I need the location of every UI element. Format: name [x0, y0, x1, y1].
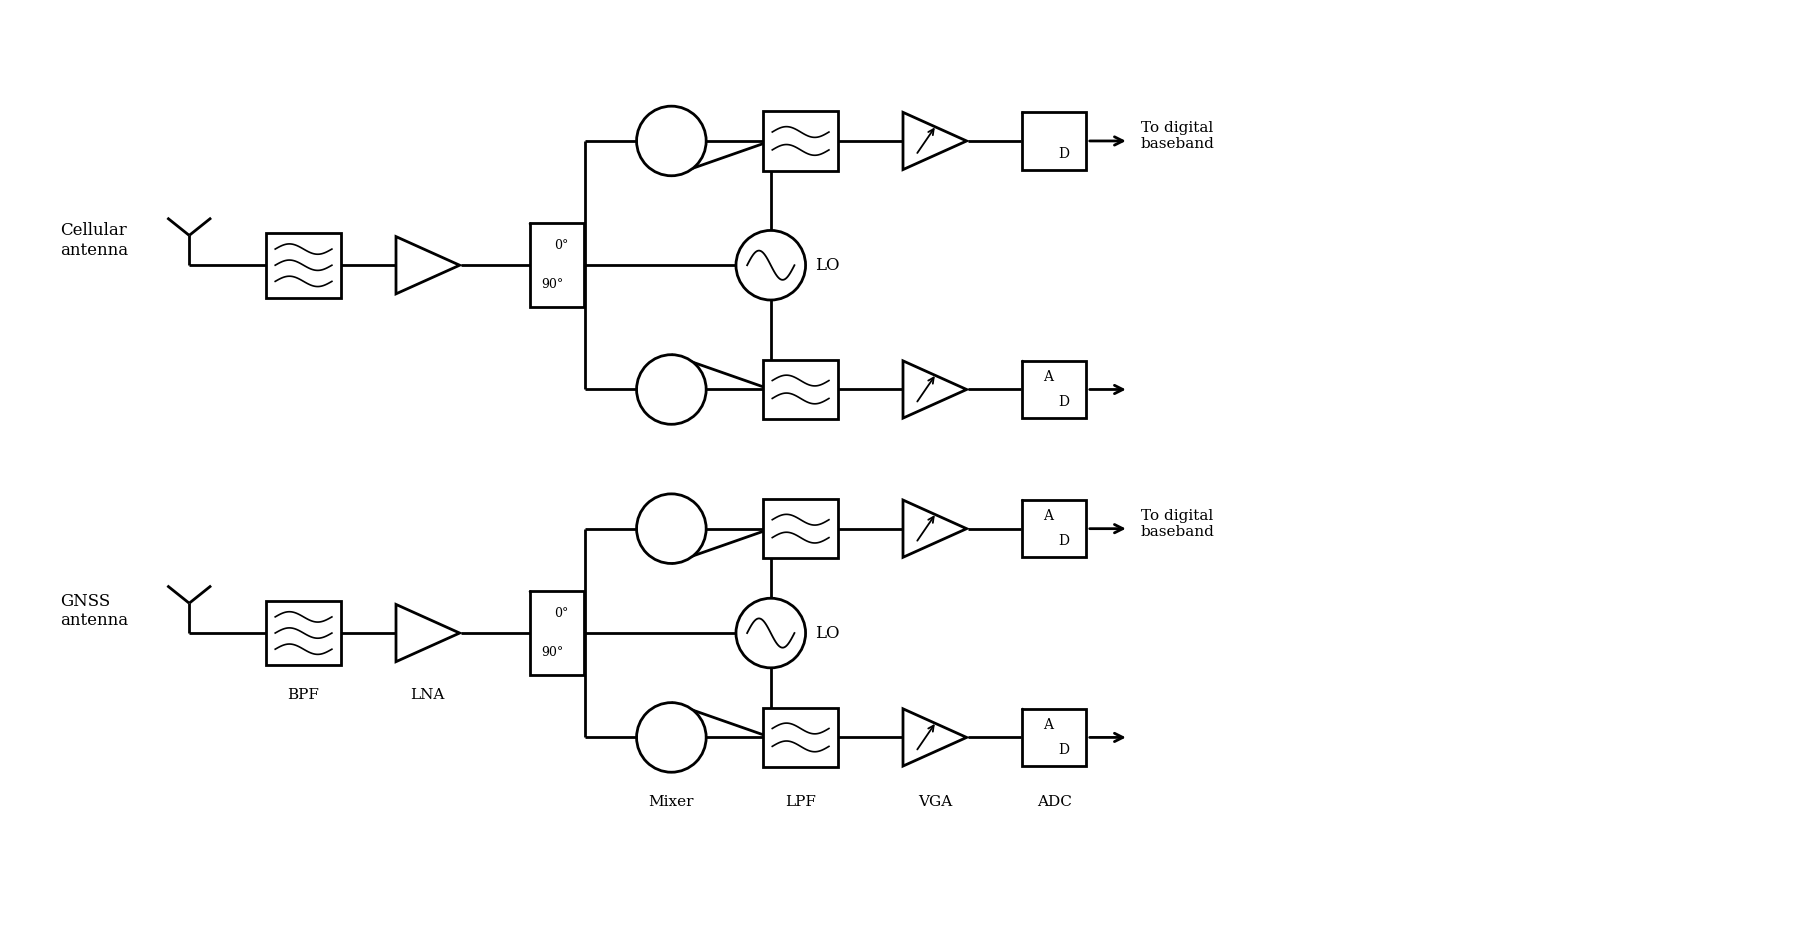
Bar [764, 498, 838, 559]
Text: GNSS
antenna: GNSS antenna [60, 593, 128, 630]
Bar [1022, 499, 1087, 558]
Text: Mixer: Mixer [648, 795, 693, 809]
Text: 0°: 0° [554, 239, 569, 252]
Text: Cellular
antenna: Cellular antenna [60, 222, 128, 259]
Bar [1022, 361, 1087, 418]
Circle shape [736, 598, 805, 667]
Bar [764, 708, 838, 767]
Circle shape [635, 494, 706, 564]
Text: 90°: 90° [542, 278, 563, 291]
Text: D: D [1058, 534, 1069, 548]
Text: LNA: LNA [410, 687, 444, 701]
Text: LO: LO [816, 257, 839, 274]
Polygon shape [395, 237, 458, 294]
Bar [265, 233, 341, 297]
Text: 90°: 90° [542, 646, 563, 659]
Circle shape [736, 230, 805, 300]
Text: 0°: 0° [554, 607, 569, 620]
Text: VGA: VGA [917, 795, 951, 809]
Circle shape [635, 702, 706, 772]
Polygon shape [902, 112, 966, 170]
Bar [529, 591, 585, 675]
Bar [1022, 112, 1087, 170]
Bar [764, 360, 838, 419]
Polygon shape [395, 604, 458, 662]
Circle shape [635, 106, 706, 176]
Polygon shape [902, 361, 966, 418]
Bar [1022, 709, 1087, 767]
Text: BPF: BPF [287, 687, 319, 701]
Bar [265, 600, 341, 666]
Polygon shape [902, 500, 966, 557]
Text: D: D [1058, 146, 1069, 160]
Polygon shape [902, 709, 966, 767]
Text: D: D [1058, 396, 1069, 409]
Text: A: A [1041, 370, 1052, 384]
Circle shape [635, 355, 706, 424]
Bar [529, 223, 585, 308]
Text: LPF: LPF [785, 795, 816, 809]
Text: ADC: ADC [1036, 795, 1070, 809]
Bar [764, 111, 838, 171]
Text: To digital
baseband: To digital baseband [1141, 121, 1213, 151]
Text: To digital
baseband: To digital baseband [1141, 509, 1213, 539]
Text: A: A [1041, 509, 1052, 523]
Text: LO: LO [816, 625, 839, 642]
Text: D: D [1058, 743, 1069, 757]
Text: A: A [1041, 717, 1052, 732]
